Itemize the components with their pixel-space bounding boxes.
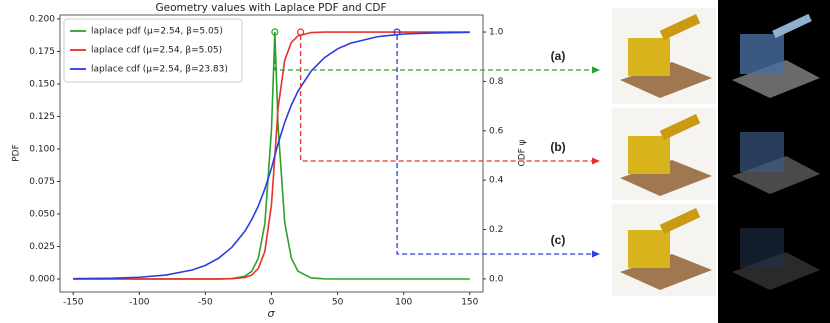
y-tick-label: 0.150 <box>29 79 55 89</box>
marker-label: (a) <box>551 49 566 63</box>
x-tick-label: 150 <box>461 298 478 308</box>
y-tick-label: 0.025 <box>29 242 55 252</box>
leader-arrow <box>274 35 594 71</box>
x-axis-label: σ <box>268 307 276 320</box>
y2-tick-label: 1.0 <box>489 28 504 38</box>
y2-tick-label: 0.0 <box>489 274 504 284</box>
arrow-head <box>592 157 600 165</box>
y-tick-label: 0.075 <box>29 177 55 187</box>
y2-tick-label: 0.2 <box>489 225 503 235</box>
x-tick-label: -100 <box>129 298 150 308</box>
series-line <box>73 31 470 280</box>
x-tick-label: -50 <box>198 298 213 308</box>
y-tick-label: 0.100 <box>29 144 55 154</box>
chart-title: Geometry values with Laplace PDF and CDF <box>155 2 386 14</box>
arrow-head <box>592 66 600 74</box>
y-axis-label: PDF <box>12 144 22 162</box>
y-tick-label: 0.200 <box>29 14 55 24</box>
y2-tick-label: 0.6 <box>489 126 504 136</box>
legend-label: laplace pdf (μ=2.54, β=5.05) <box>91 27 223 37</box>
arrow-head <box>592 250 600 258</box>
y-tick-label: 0.125 <box>29 112 55 122</box>
y2-tick-label: 0.4 <box>489 176 504 186</box>
legend-box <box>63 18 243 83</box>
marker-label: (b) <box>550 140 565 154</box>
x-tick-label: -150 <box>63 298 84 308</box>
series-line <box>73 31 470 280</box>
image-column <box>612 0 830 323</box>
marker-label: (c) <box>551 233 566 247</box>
x-tick-label: 50 <box>332 298 344 308</box>
x-tick-label: 0 <box>269 298 275 308</box>
leader-arrow <box>299 35 594 162</box>
marker <box>296 28 305 36</box>
legend-label: laplace cdf (μ=2.54, β=5.05) <box>91 46 222 56</box>
x-tick-label: 100 <box>395 298 412 308</box>
leader-arrow <box>396 35 594 255</box>
y-tick-label: 0.175 <box>29 47 55 57</box>
y-tick-label: 0.000 <box>29 274 55 284</box>
y-tick-label: 0.050 <box>29 209 55 219</box>
legend-label: laplace cdf (μ=2.54, β=23.83) <box>91 65 228 75</box>
y2-tick-label: 0.8 <box>489 77 504 87</box>
y2-axis-label: CDF ψ <box>518 139 528 166</box>
